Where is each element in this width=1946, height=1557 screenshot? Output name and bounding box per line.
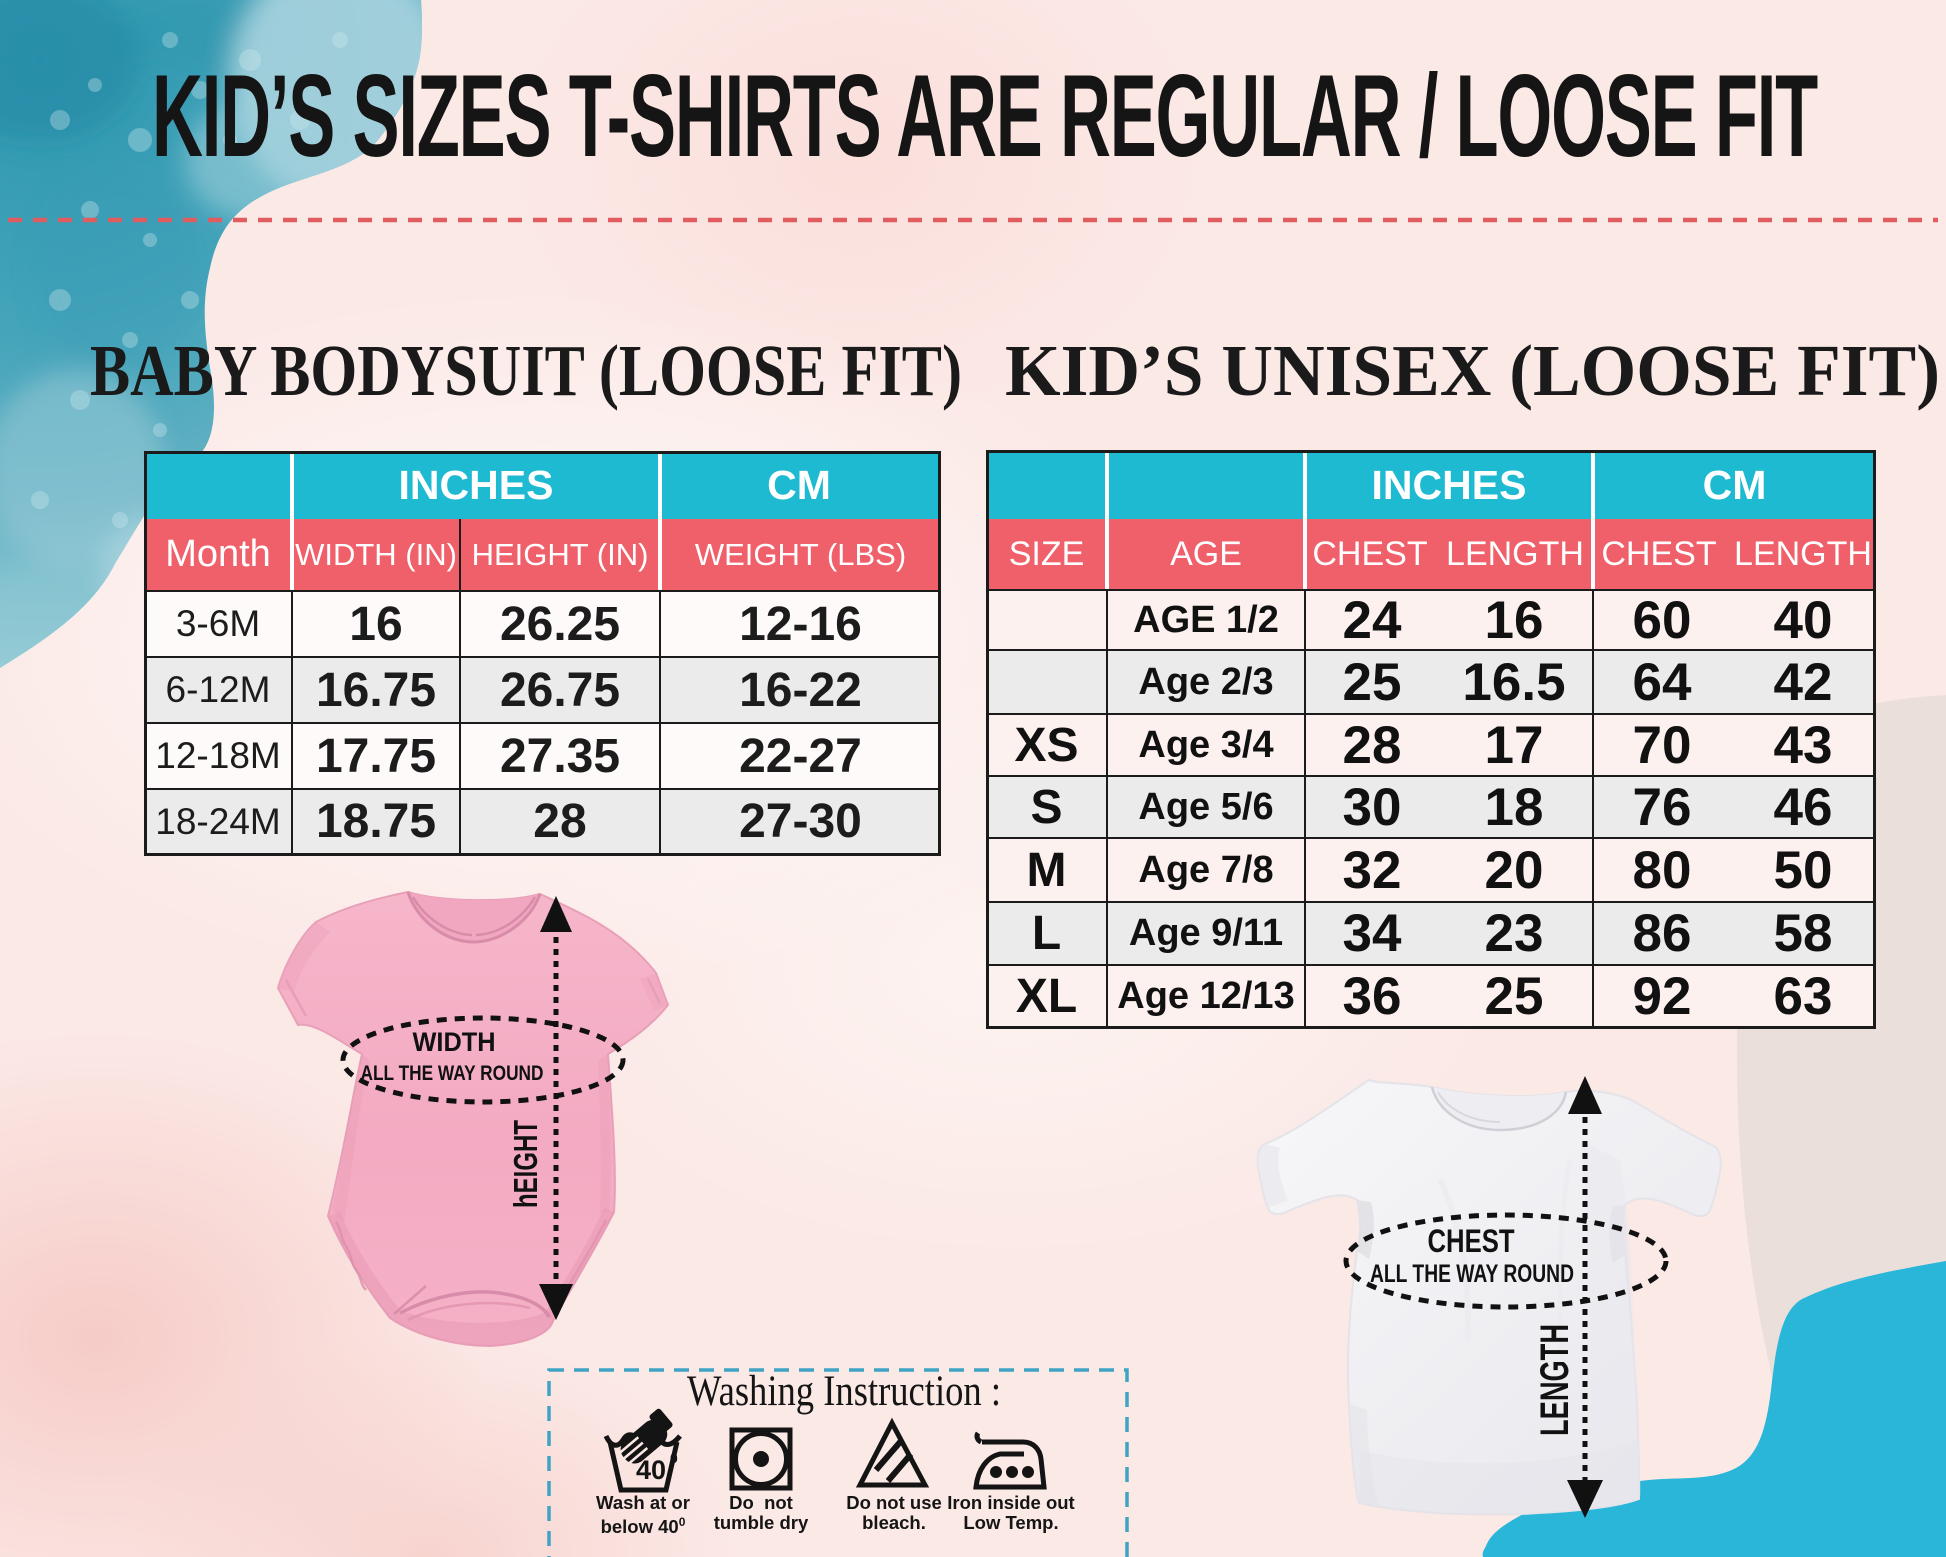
svg-text:0: 0 — [670, 1450, 678, 1466]
svg-text:40: 40 — [636, 1455, 666, 1485]
svg-text:hEIGHT: hEIGHT — [507, 1120, 544, 1208]
svg-text:WIDTH: WIDTH — [413, 1027, 496, 1057]
svg-text:ALL THE WAY ROUND: ALL THE WAY ROUND — [361, 1062, 544, 1085]
svg-text:LENGTH: LENGTH — [1533, 1324, 1577, 1436]
svg-text:CHEST: CHEST — [1428, 1223, 1515, 1259]
svg-text:ALL THE WAY ROUND: ALL THE WAY ROUND — [1370, 1260, 1574, 1288]
